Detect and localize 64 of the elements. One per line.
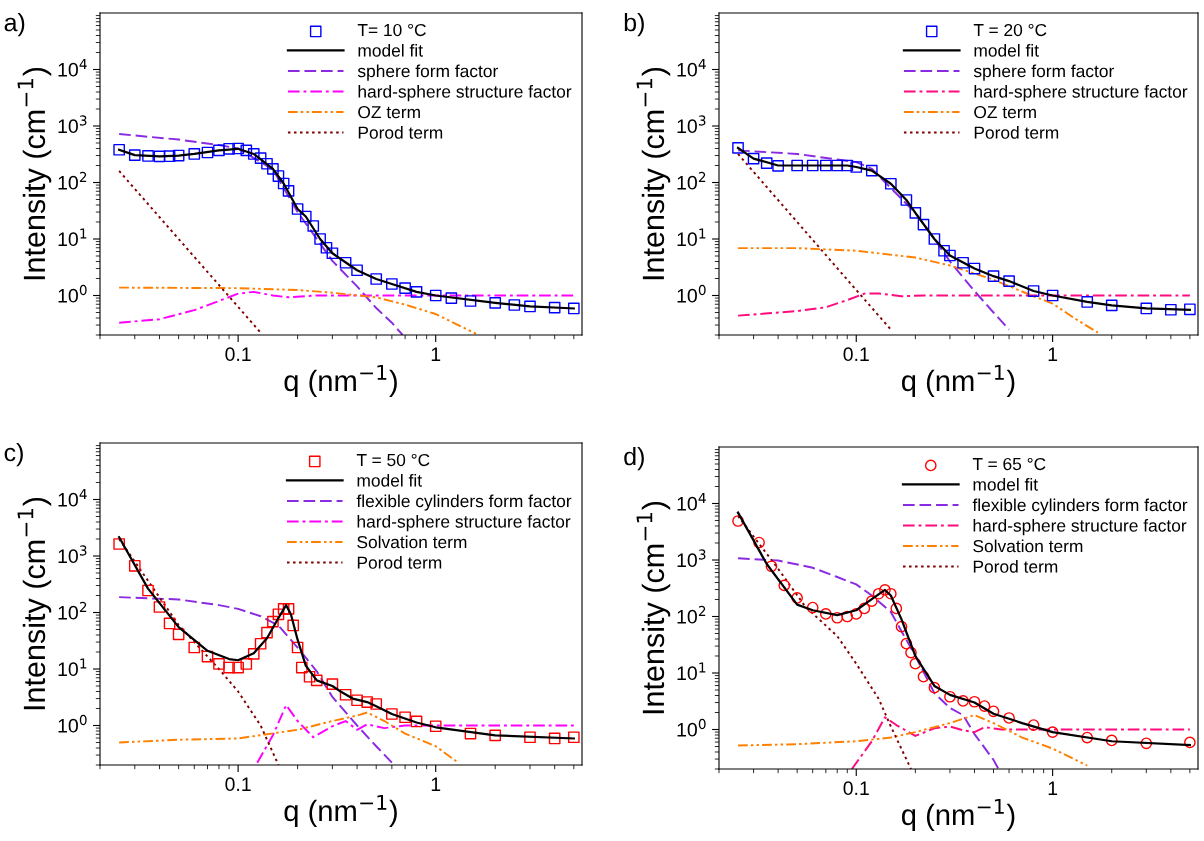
legend-label: T = 20 °C xyxy=(973,23,1047,37)
y-tick-label: 10$^{2}$ xyxy=(677,605,706,624)
y-tick-label: 10$^{0}$ xyxy=(677,284,706,303)
y-tick-label: 10$^{0}$ xyxy=(677,718,706,737)
y-tick-label: 10$^{2}$ xyxy=(677,171,706,190)
x-axis-title: q (nm$^{−1}$) xyxy=(901,364,1015,398)
chart-title: a) xyxy=(4,13,25,37)
y-tick-label: 10$^{1}$ xyxy=(58,658,87,677)
y-axis-title: Intensity (cm$^{−1}$) xyxy=(636,67,671,280)
legend-label: Porod term xyxy=(358,126,443,139)
x-tick-label: 0.1 xyxy=(843,347,869,362)
y-axis-title: Intensity (cm$^{−1}$) xyxy=(17,497,52,710)
y-tick-label: 10$^{1}$ xyxy=(58,228,87,247)
x-tick-label: 1 xyxy=(431,777,441,791)
y-tick-label: 10$^{4}$ xyxy=(58,59,87,77)
legend-label: Porod term xyxy=(973,560,1058,573)
legend-label: sphere form factor xyxy=(357,64,498,81)
x-tick-label: 1 xyxy=(431,347,441,361)
x-tick-label: 1 xyxy=(1048,781,1058,795)
x-axis-title: q (nm$^{−1}$) xyxy=(901,798,1015,832)
y-tick-label: 10$^{3}$ xyxy=(58,115,87,134)
chart-title: d) xyxy=(624,447,644,471)
legend-label: model fit xyxy=(974,43,1039,57)
legend-label: Solvation term xyxy=(973,539,1083,553)
legend-label: model fit xyxy=(973,477,1038,491)
legend-label: model fit xyxy=(357,473,422,487)
y-tick-label: 10$^{4}$ xyxy=(58,489,87,507)
y-tick-label: 10$^{3}$ xyxy=(58,545,87,564)
y-tick-label: 10$^{3}$ xyxy=(677,549,706,568)
legend-label: T = 65 °C xyxy=(972,457,1046,471)
x-tick-label: 0.1 xyxy=(225,777,251,792)
y-tick-label: 10$^{4}$ xyxy=(677,493,706,511)
legend-label: Porod term xyxy=(357,556,442,569)
x-axis-title: q (nm$^{−1}$) xyxy=(284,794,397,828)
legend-label: T= 10 °C xyxy=(357,23,426,37)
legend-label: T = 50 °C xyxy=(356,453,430,467)
legend-label: Solvation term xyxy=(357,535,467,549)
y-tick-label: 10$^{1}$ xyxy=(677,228,706,247)
legend-label: OZ term xyxy=(974,105,1036,119)
y-tick-label: 10$^{2}$ xyxy=(58,171,87,190)
y-tick-label: 10$^{2}$ xyxy=(58,601,87,620)
legend-label: Porod term xyxy=(974,126,1059,139)
legend-label: hard-sphere structure factor xyxy=(358,84,572,102)
legend-label: flexible cylinders form factor xyxy=(356,494,572,511)
legend-label: hard-sphere structure factor xyxy=(974,84,1188,102)
legend-label: hard-sphere structure factor xyxy=(357,514,571,532)
legend-label: flexible cylinders form factor xyxy=(972,498,1188,515)
x-tick-label: 0.1 xyxy=(843,781,869,796)
y-axis-title: Intensity (cm$^{−1}$) xyxy=(636,501,671,714)
y-tick-label: 10$^{3}$ xyxy=(677,115,706,134)
y-tick-label: 10$^{4}$ xyxy=(677,59,706,77)
x-tick-label: 1 xyxy=(1048,347,1058,361)
y-tick-label: 10$^{0}$ xyxy=(58,284,87,303)
legend-label: model fit xyxy=(358,43,423,57)
legend-label: sphere form factor xyxy=(973,64,1114,81)
x-axis-title: q (nm$^{−1}$) xyxy=(284,364,397,398)
chart-title: c) xyxy=(4,443,23,467)
y-tick-label: 10$^{1}$ xyxy=(677,662,706,681)
y-tick-label: 10$^{0}$ xyxy=(58,714,87,733)
x-tick-label: 0.1 xyxy=(225,347,251,362)
chart-title: b) xyxy=(624,13,644,37)
legend-label: OZ term xyxy=(358,105,420,119)
y-axis-title: Intensity (cm$^{−1}$) xyxy=(17,67,52,280)
legend-label: hard-sphere structure factor xyxy=(973,518,1187,536)
